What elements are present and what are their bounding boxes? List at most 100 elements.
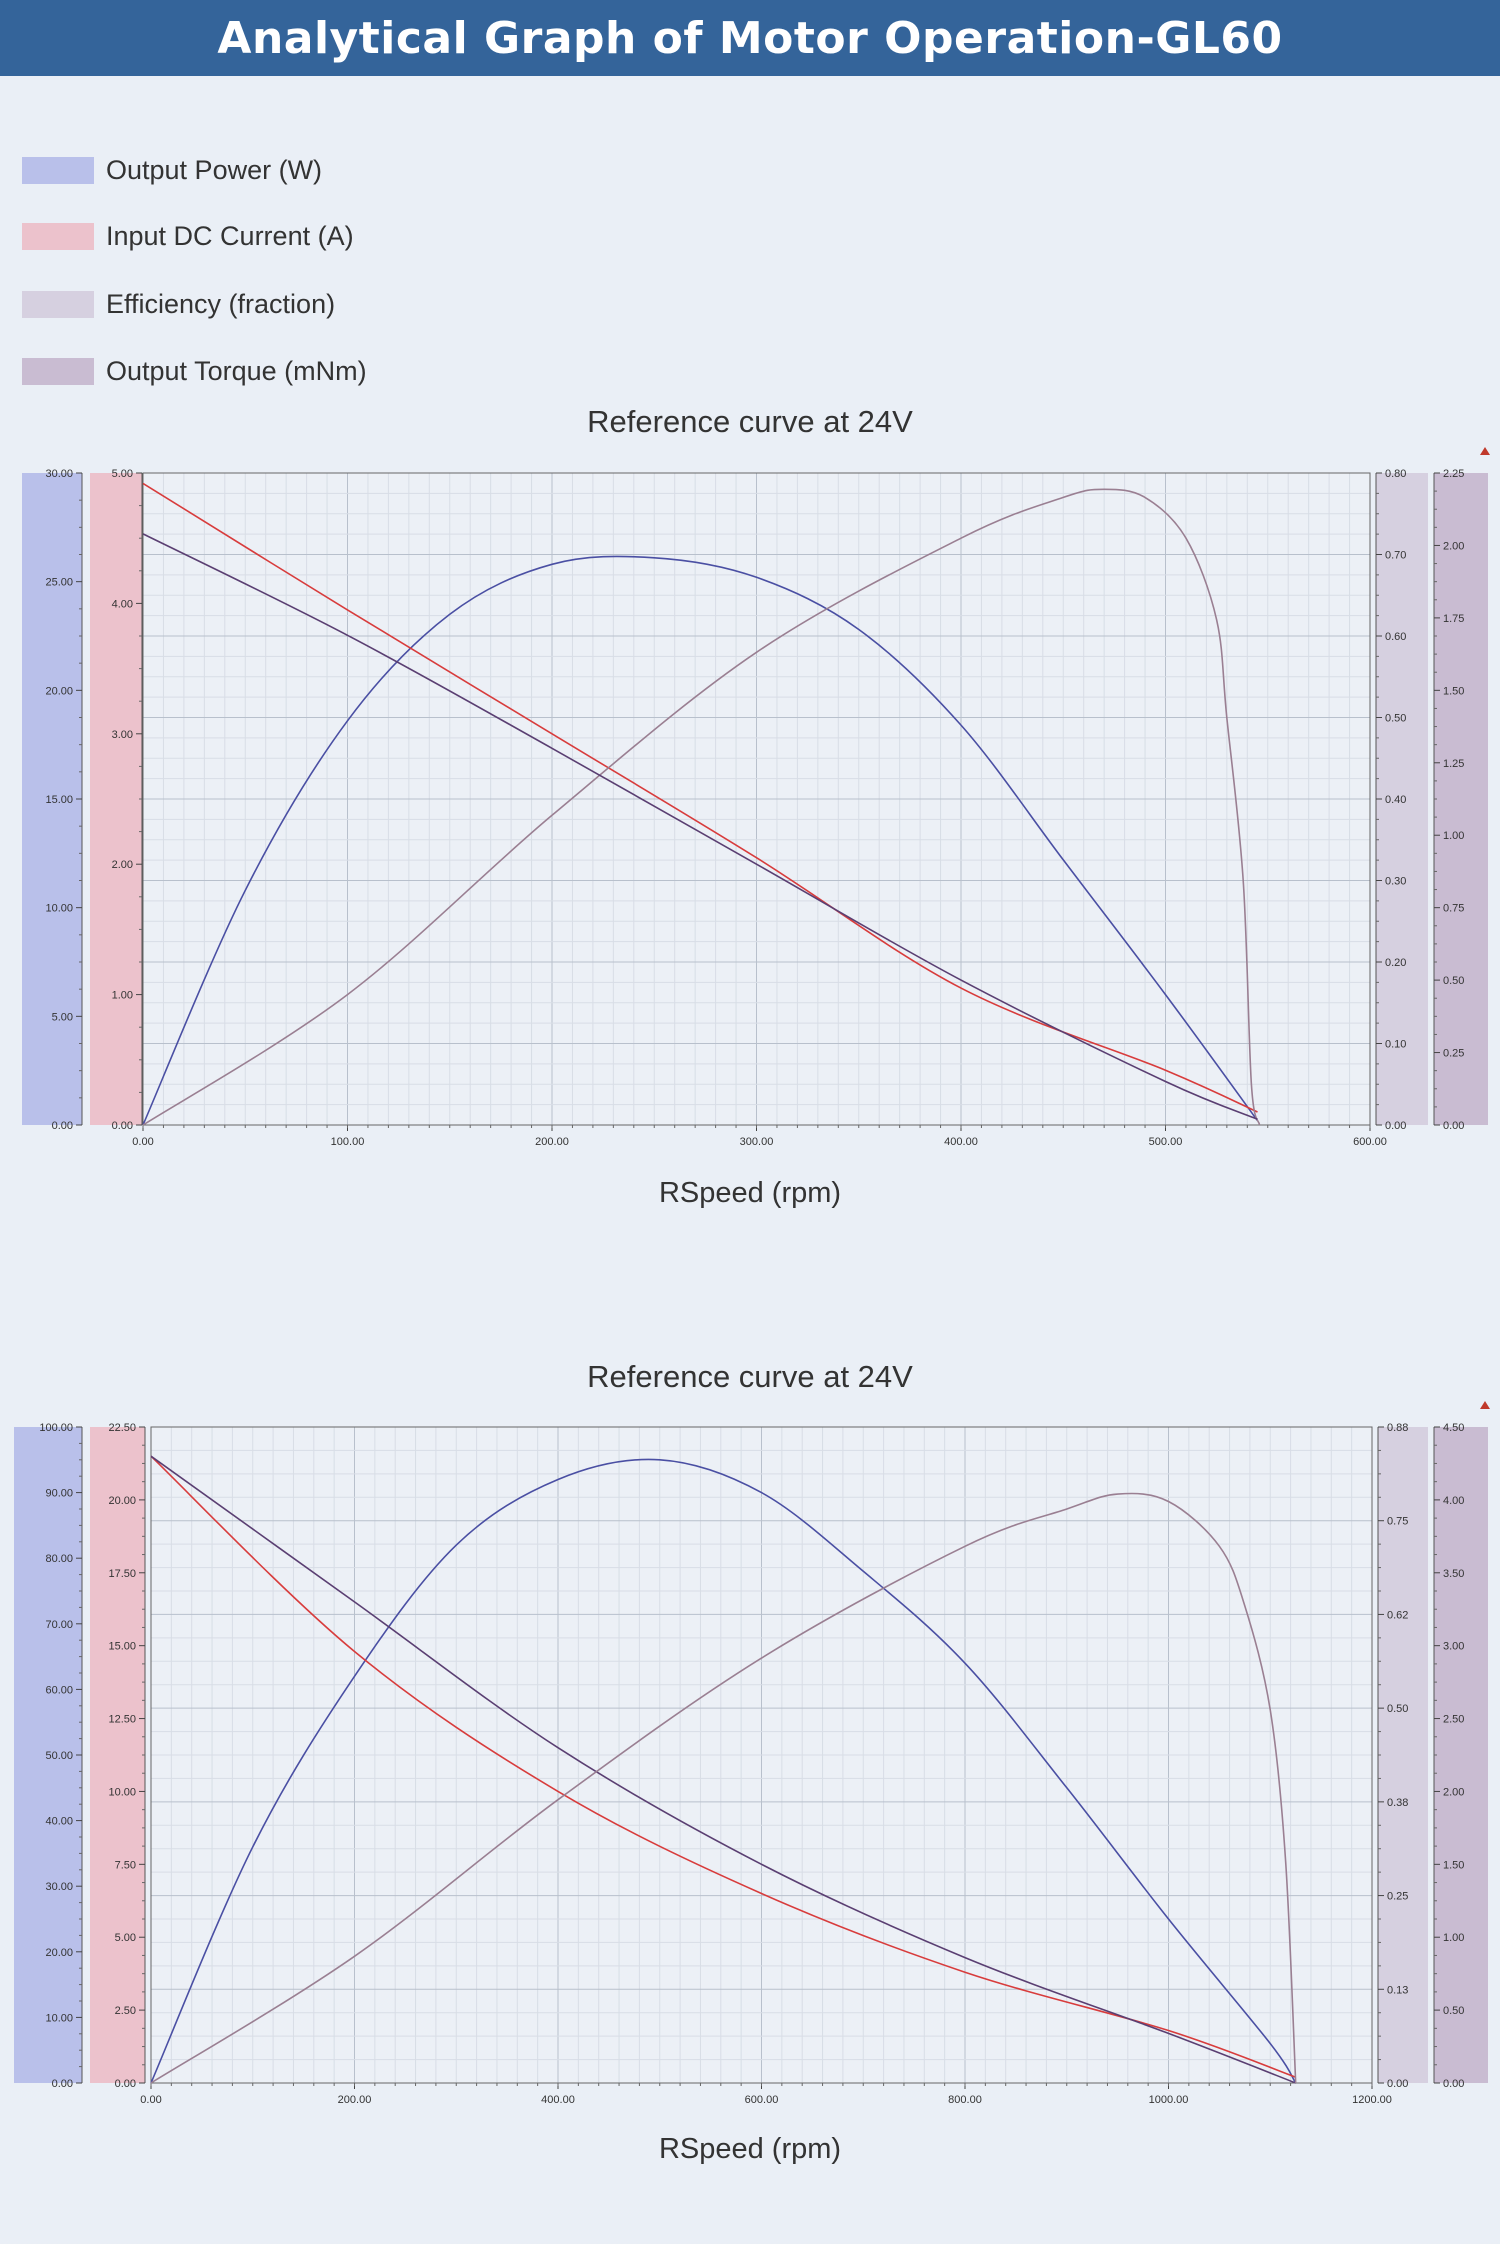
- efficiency-axis-tick-label: 0.70: [1385, 550, 1406, 562]
- legend-swatch-output-torque: [22, 357, 94, 385]
- x-tick-label: 200.00: [535, 1136, 569, 1148]
- power-axis-tick-label: 0.00: [52, 2078, 73, 2090]
- power-axis-tick-label: 30.00: [45, 468, 73, 480]
- efficiency-axis-tick-label: 0.13: [1387, 1984, 1408, 1996]
- torque-axis-tick-label: 2.00: [1443, 540, 1464, 552]
- power-axis-tick-label: 40.00: [45, 1816, 73, 1828]
- efficiency-axis-tick-label: 0.20: [1385, 957, 1406, 969]
- current-axis-tick-label: 20.00: [108, 1495, 136, 1507]
- torque-axis-tick-label: 0.50: [1443, 975, 1464, 987]
- power-axis-tick-label: 100.00: [39, 1422, 73, 1434]
- power-axis-tick-label: 10.00: [45, 2012, 73, 2024]
- efficiency-axis-tick-label: 0.80: [1385, 468, 1406, 480]
- chart-1-x-label: RSpeed (rpm): [658, 1177, 842, 1209]
- x-tick-label: 300.00: [740, 1136, 774, 1148]
- power-axis-tick-label: 25.00: [45, 577, 73, 589]
- torque-axis-tick-label: 2.25: [1443, 468, 1464, 480]
- efficiency-axis-tick-label: 0.00: [1385, 1120, 1406, 1132]
- torque-axis-tick-label: 1.00: [1443, 830, 1464, 842]
- series-line-efficiency-fraction: [150, 1492, 1297, 2084]
- current-axis-tick-label: 4.00: [112, 598, 133, 610]
- current-axis-tick-label: 5.00: [115, 1932, 136, 1944]
- legend-item-output-torque: Output Torque (mNm): [22, 351, 622, 391]
- torque-axis-tick-label: 0.00: [1443, 2078, 1464, 2090]
- series-line-output-torque-mnm: [150, 1455, 1296, 2084]
- x-tick-label: 1200.00: [1352, 2094, 1392, 2106]
- torque-axis-band: [1434, 1427, 1488, 2083]
- power-axis-tick-label: 20.00: [45, 685, 73, 697]
- torque-axis-band: [1434, 473, 1488, 1125]
- current-axis-tick-label: 17.50: [108, 1568, 136, 1580]
- legend-swatch-input-current: [22, 222, 94, 250]
- x-tick-label: 200.00: [338, 2094, 372, 2106]
- current-axis-tick-label: 0.00: [115, 2078, 136, 2090]
- current-axis-tick-label: 3.00: [112, 729, 133, 741]
- current-axis-band: [90, 473, 142, 1125]
- torque-axis-tick-label: 1.50: [1443, 1859, 1464, 1871]
- legend-item-efficiency: Efficiency (fraction): [22, 284, 622, 324]
- legend-swatch-output-power: [22, 156, 94, 184]
- current-axis-tick-label: 15.00: [108, 1641, 136, 1653]
- legend-item-input-current: Input DC Current (A): [22, 216, 622, 256]
- power-axis-tick-label: 20.00: [45, 1947, 73, 1959]
- series-line-output-power-w: [142, 555, 1259, 1126]
- efficiency-axis-band: [1378, 1427, 1428, 2083]
- torque-axis-tick-label: 3.50: [1443, 1568, 1464, 1580]
- legend-label-output-power: Output Power (W): [106, 154, 323, 185]
- efficiency-axis-tick-label: 0.75: [1387, 1516, 1408, 1528]
- current-axis-tick-label: 2.50: [115, 2005, 136, 2017]
- x-tick-label: 100.00: [331, 1136, 365, 1148]
- power-axis-tick-label: 30.00: [45, 1881, 73, 1893]
- torque-axis-tick-label: 0.50: [1443, 2005, 1464, 2017]
- series-line-input-dc-current-a: [142, 482, 1258, 1113]
- current-axis-band: [90, 1427, 145, 2083]
- power-axis-band: [22, 473, 82, 1125]
- series-line-output-power-w: [150, 1458, 1297, 2084]
- power-axis-tick-label: 50.00: [45, 1750, 73, 1762]
- torque-axis-tick-label: 3.00: [1443, 1641, 1464, 1653]
- current-axis-tick-label: 10.00: [108, 1786, 136, 1798]
- power-axis-tick-label: 15.00: [45, 794, 73, 806]
- chart-1-plot: 0.00 100.00 200.00 300.00 400.00 500.00 600.00…: [22, 447, 1490, 1148]
- x-tick-label: 400.00: [541, 2094, 575, 2106]
- power-axis-tick-label: 0.00: [52, 1120, 73, 1132]
- torque-axis-tick-label: 1.25: [1443, 758, 1464, 770]
- current-axis-tick-label: 7.50: [115, 1859, 136, 1871]
- torque-axis-tick-label: 1.50: [1443, 685, 1464, 697]
- series-line-input-dc-current-a: [150, 1455, 1296, 2078]
- efficiency-axis-tick-label: 0.88: [1387, 1422, 1408, 1434]
- efficiency-axis-tick-label: 0.50: [1387, 1703, 1408, 1715]
- chart-2-title: Reference curve at 24V: [587, 1359, 913, 1394]
- legend-swatch-efficiency: [22, 290, 94, 318]
- efficiency-axis-tick-label: 0.00: [1387, 2078, 1408, 2090]
- power-axis-tick-label: 70.00: [45, 1619, 73, 1631]
- legend-label-output-torque: Output Torque (mNm): [106, 355, 367, 386]
- efficiency-axis-tick-label: 0.38: [1387, 1797, 1408, 1809]
- efficiency-axis-band: [1376, 473, 1428, 1125]
- torque-axis-tick-label: 1.00: [1443, 1932, 1464, 1944]
- torque-axis-tick-label: 4.00: [1443, 1495, 1464, 1507]
- torque-axis-tick-label: 2.50: [1443, 1714, 1464, 1726]
- current-axis-tick-label: 12.50: [108, 1714, 136, 1726]
- legend-label-efficiency: Efficiency (fraction): [106, 288, 336, 319]
- corner-marker-icon: [1480, 447, 1490, 455]
- efficiency-axis-tick-label: 0.40: [1385, 794, 1406, 806]
- torque-axis-tick-label: 1.75: [1443, 613, 1464, 625]
- corner-marker-icon: [1480, 1401, 1490, 1409]
- torque-axis-tick-label: 2.00: [1443, 1786, 1464, 1798]
- efficiency-axis-tick-label: 0.30: [1385, 876, 1406, 888]
- efficiency-axis-tick-label: 0.10: [1385, 1039, 1406, 1051]
- efficiency-axis-tick-label: 0.62: [1387, 1609, 1408, 1621]
- chart-1-title: Reference curve at 24V: [587, 404, 913, 439]
- torque-axis-tick-label: 0.75: [1443, 903, 1464, 915]
- legend-label-input-current: Input DC Current (A): [106, 220, 354, 251]
- page-title: Analytical Graph of Motor Operation-GL60: [217, 12, 1283, 64]
- torque-axis-tick-label: 4.50: [1443, 1422, 1464, 1434]
- x-tick-label: 500.00: [1149, 1136, 1183, 1148]
- chart-2-plot: 0.00 200.00 400.00 600.00 800.00 1000.00 1200.…: [14, 1401, 1490, 2106]
- x-tick-label: 400.00: [944, 1136, 978, 1148]
- x-tick-label: 800.00: [948, 2094, 982, 2106]
- torque-axis-tick-label: 0.00: [1443, 1120, 1464, 1132]
- efficiency-axis-tick-label: 0.50: [1385, 713, 1406, 725]
- x-tick-label: 0.00: [132, 1136, 153, 1148]
